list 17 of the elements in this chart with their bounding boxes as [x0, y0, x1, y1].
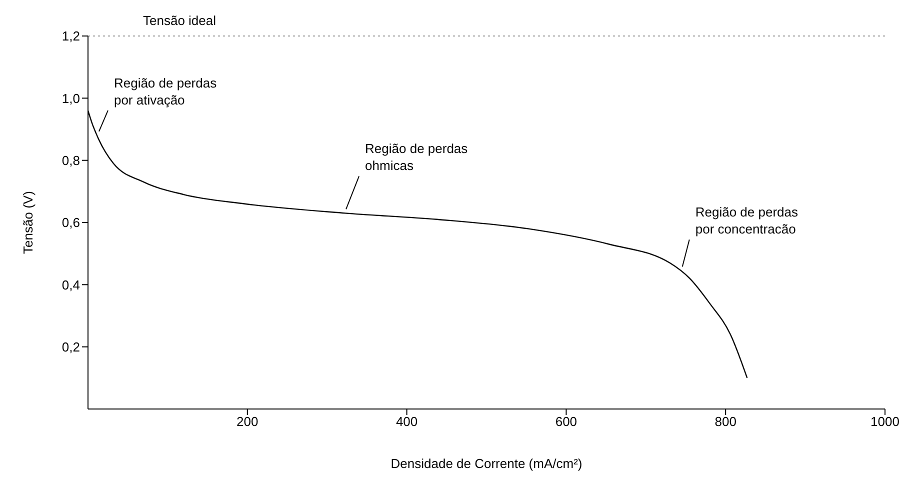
ref-line-label: Tensão ideal	[143, 13, 216, 28]
annotation: Região de perdas por ativação	[114, 75, 218, 108]
x-axis-title: Densidade de Corrente (mA/cm²)	[390, 456, 582, 472]
y-tick-label: 0,6	[62, 215, 80, 230]
annotation: Região de perdas ohmicas	[365, 141, 468, 174]
y-tick-label: 0,8	[62, 152, 80, 168]
annotation: Região de perdas por concentracão	[695, 204, 799, 237]
x-tick-label: 200	[236, 414, 258, 430]
y-tick-label: 0,4	[62, 277, 80, 292]
x-tick-label: 400	[396, 414, 418, 430]
y-axis-title: Tensão (V)	[20, 191, 36, 254]
y-tick-label: 1,0	[62, 90, 80, 106]
x-tick-label: 1000	[870, 414, 900, 430]
x-tick-label: 600	[555, 414, 578, 430]
x-tick-label: 800	[714, 414, 736, 430]
y-tick-label: 1,2	[62, 28, 80, 44]
y-tick-label: 0,2	[62, 339, 80, 354]
